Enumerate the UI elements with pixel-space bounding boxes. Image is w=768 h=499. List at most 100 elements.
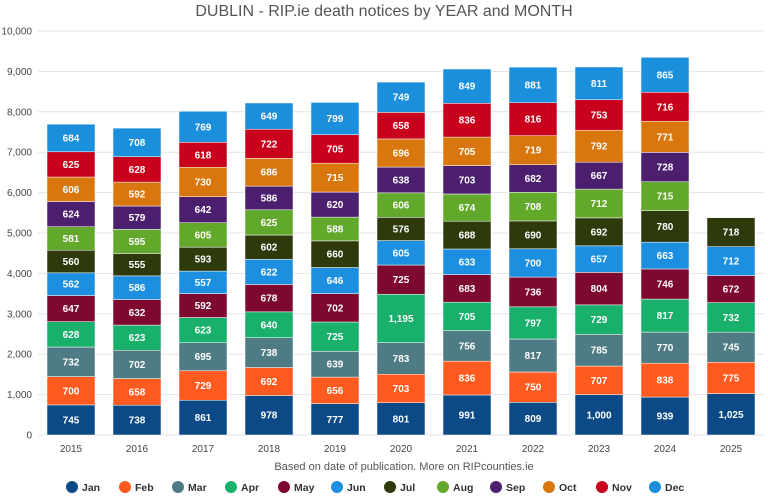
chart-subtitle: Based on date of publication. More on RI… (274, 461, 533, 473)
bar-segment (574, 365, 624, 395)
bar-segment (178, 196, 228, 223)
legend-entry[interactable]: May (294, 482, 315, 494)
bar-segment (508, 164, 558, 193)
bar-segment (310, 191, 360, 218)
legend-marker (66, 481, 78, 493)
y-tick-label: 9,000 (7, 67, 32, 78)
y-tick-label: 2,000 (7, 350, 32, 361)
bar-segment (574, 66, 624, 101)
data-label: 623 (195, 326, 212, 337)
data-label: 745 (723, 343, 740, 354)
data-label: 592 (195, 301, 212, 312)
bar-segment (376, 402, 426, 436)
y-tick-label: 10,000 (1, 27, 32, 38)
data-label: 749 (393, 93, 410, 104)
data-label: 642 (195, 205, 212, 216)
data-label: 658 (393, 121, 410, 132)
bar-segment (640, 120, 690, 153)
data-label: 1,195 (388, 314, 413, 325)
bar-segment (244, 284, 294, 313)
bar-segment (376, 294, 426, 343)
bar-segment (508, 220, 558, 250)
data-label: 686 (261, 168, 278, 179)
data-label: 715 (657, 192, 674, 203)
data-label: 991 (459, 410, 476, 421)
data-label: 622 (261, 267, 278, 278)
data-label: 816 (525, 115, 542, 126)
data-label: 628 (129, 165, 146, 176)
data-label: 712 (723, 257, 740, 268)
legend-entry[interactable]: Jun (347, 482, 366, 494)
bar-segment (46, 376, 96, 406)
data-label: 628 (63, 330, 80, 341)
data-label: 688 (459, 231, 476, 242)
bar-segment (574, 188, 624, 219)
data-label: 557 (195, 278, 212, 289)
data-label: 728 (657, 163, 674, 174)
y-tick-label: 1,000 (7, 390, 32, 401)
data-label: 696 (393, 149, 410, 160)
data-label: 705 (327, 144, 344, 155)
data-label: 658 (129, 387, 146, 398)
data-label: 683 (459, 284, 476, 295)
data-label: 632 (129, 308, 146, 319)
legend-entry[interactable]: Jul (400, 482, 415, 494)
bar-segment (112, 404, 162, 436)
legend-entry[interactable]: Nov (612, 482, 632, 494)
data-label: 623 (129, 333, 146, 344)
bar-segment (178, 142, 228, 168)
bar-segment (376, 192, 426, 218)
data-label: 738 (261, 348, 278, 359)
data-label: 730 (195, 178, 212, 189)
legend-entry[interactable]: Sep (506, 482, 525, 494)
bar-segment (376, 373, 426, 403)
data-label: 579 (129, 213, 146, 224)
legend-marker (384, 481, 396, 493)
data-label: 595 (129, 237, 146, 248)
data-label: 588 (327, 225, 344, 236)
data-label: 719 (525, 146, 542, 157)
bar-segment (574, 394, 624, 436)
data-label: 801 (393, 414, 410, 425)
bar-segment (508, 402, 558, 436)
data-label: 777 (327, 415, 344, 426)
legend-entry[interactable]: Dec (665, 482, 684, 494)
data-label: 562 (63, 280, 80, 291)
legend-entry[interactable]: Oct (559, 482, 577, 494)
data-label: 732 (63, 357, 80, 368)
legend-marker (649, 481, 661, 493)
data-label: 712 (591, 199, 608, 210)
bar-segment (442, 248, 492, 275)
x-tick-label: 2022 (522, 444, 545, 455)
data-label: 702 (327, 303, 344, 314)
data-label: 811 (591, 79, 608, 90)
data-label: 703 (393, 384, 410, 395)
y-tick-label: 7,000 (7, 148, 32, 159)
bar-segment (640, 298, 690, 333)
data-label: 817 (525, 351, 542, 362)
data-label: 581 (63, 234, 80, 245)
data-label: 939 (657, 412, 674, 423)
bar-segment (46, 346, 96, 377)
data-label: 695 (195, 352, 212, 363)
data-label: 804 (591, 284, 608, 295)
data-label: 586 (261, 193, 278, 204)
data-label: 725 (327, 332, 344, 343)
bar-segment (376, 138, 426, 168)
data-label: 722 (261, 139, 278, 150)
legend-entry[interactable]: Mar (188, 482, 207, 494)
bar-segment (310, 267, 360, 294)
y-tick-label: 3,000 (7, 309, 32, 320)
data-label: 978 (261, 411, 278, 422)
bar-segment (376, 112, 426, 140)
bar-segment (442, 165, 492, 195)
legend-entry[interactable]: Aug (453, 482, 473, 494)
bar-segment (640, 241, 690, 270)
legend-entry[interactable]: Apr (241, 482, 259, 494)
legend-entry[interactable]: Jan (82, 482, 100, 494)
bar-segment (574, 161, 624, 190)
legend-entry[interactable]: Feb (135, 482, 154, 494)
data-label: 729 (591, 315, 608, 326)
data-label: 646 (327, 276, 344, 287)
bar-segment (442, 274, 492, 303)
